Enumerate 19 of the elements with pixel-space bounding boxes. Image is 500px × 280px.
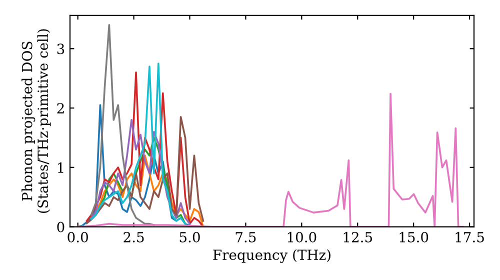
y-tick-label: 1: [58, 162, 64, 173]
y-tick-label: 3: [57, 44, 64, 54]
x-tick-label: 0.0: [68, 232, 88, 242]
y-axis-title: Phonon projected DOS (States/THz·primitive cell): [22, 29, 51, 213]
y-tick-label: 2: [57, 103, 64, 114]
line-series: [90, 119, 191, 225]
x-tick-label: 12.5: [344, 232, 372, 242]
x-tick-label: 10.0: [288, 232, 316, 242]
line-series: [86, 116, 204, 224]
x-tick-label: 2.5: [124, 232, 144, 242]
x-axis-title: Frequency (THz): [213, 249, 330, 263]
line-series: [90, 24, 155, 226]
x-tick-label: 7.5: [236, 232, 256, 242]
x-tick-label: 15.0: [400, 232, 428, 242]
line-series: [90, 62, 186, 225]
x-tick-label: 5.0: [180, 232, 200, 242]
x-tick-label: 17.5: [456, 232, 484, 242]
line-series: [86, 72, 204, 227]
y-tick-label: 0: [57, 222, 64, 232]
